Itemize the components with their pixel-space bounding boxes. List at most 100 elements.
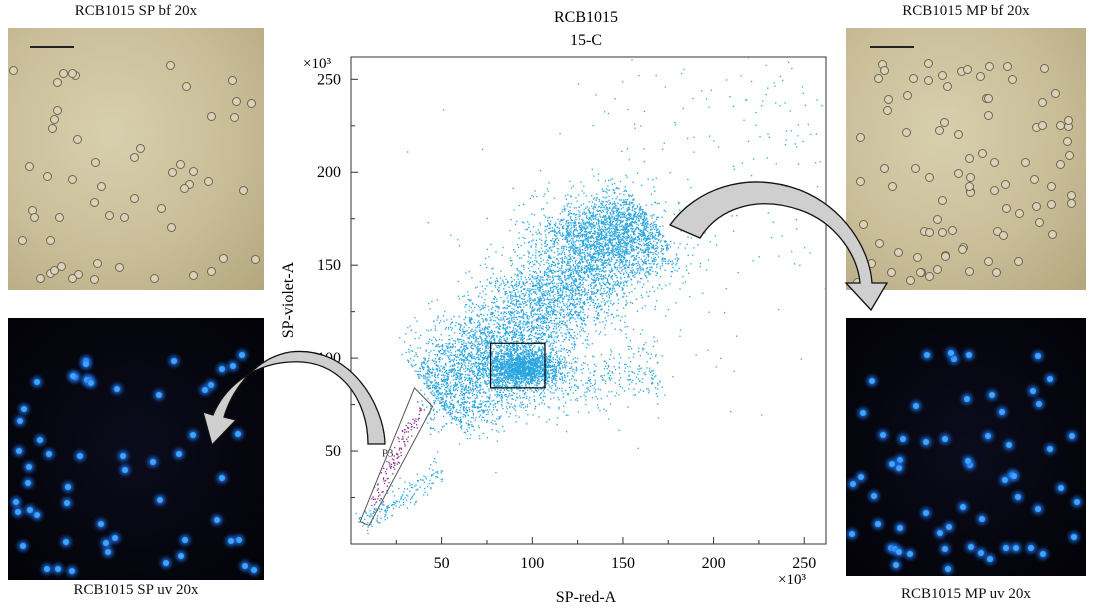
scatter-point — [492, 350, 494, 352]
scatter-point — [563, 302, 565, 305]
scatter-point — [428, 371, 431, 373]
scatter-point — [535, 252, 537, 254]
scatter-point — [435, 340, 437, 342]
scatter-point — [547, 322, 550, 324]
scatter-point — [590, 273, 592, 275]
scatter-point — [542, 349, 545, 351]
scatter-point — [554, 346, 557, 349]
scatter-point — [523, 306, 525, 308]
scatter-point — [449, 349, 451, 351]
scatter-point — [605, 216, 607, 218]
scatter-point — [549, 287, 551, 289]
scatter-point — [425, 349, 427, 351]
scatter-point — [459, 329, 461, 331]
scatter-point — [414, 338, 416, 340]
cell — [892, 546, 898, 552]
plot-frame — [350, 56, 827, 545]
scatter-point — [525, 324, 527, 326]
scatter-point — [560, 373, 562, 375]
scatter-point — [506, 338, 508, 340]
scatter-point — [489, 381, 491, 383]
scatter-point — [548, 360, 551, 363]
cell — [1011, 473, 1017, 479]
scatter-point — [485, 382, 487, 384]
scatter-point — [500, 270, 502, 272]
scatter-point — [488, 281, 491, 283]
scatter-point — [518, 365, 520, 368]
scatter-point — [513, 308, 515, 310]
scatter-point — [588, 207, 590, 209]
scatter-point — [459, 409, 461, 411]
scatter-point — [434, 353, 436, 356]
scatter-point — [483, 377, 485, 379]
scatter-point — [500, 296, 502, 299]
scatter-point — [657, 246, 659, 248]
cell — [896, 465, 902, 471]
scatter-point — [568, 372, 570, 374]
scatter-point — [566, 203, 568, 205]
scatter-point — [520, 365, 522, 368]
scatter-point — [559, 294, 561, 297]
scatter-point — [573, 331, 575, 334]
scatter-point — [516, 393, 518, 395]
scatter-point — [566, 329, 568, 331]
scatter-point — [640, 277, 642, 280]
scatter-point — [577, 240, 580, 242]
scatter-point — [626, 285, 628, 287]
scatter-point — [510, 301, 512, 303]
scatter-point — [614, 284, 616, 286]
scatter-point — [623, 282, 625, 284]
scatter-point — [586, 336, 588, 338]
scatter-point — [418, 370, 420, 372]
scatter-point — [498, 340, 500, 342]
scatter-point — [463, 331, 465, 333]
scatter-point — [471, 417, 473, 419]
scatter-point — [547, 372, 549, 374]
scatter-point — [523, 359, 526, 361]
scatter-point — [542, 304, 544, 306]
scatter-point — [446, 372, 448, 374]
scatter-point — [549, 365, 551, 367]
scatter-point — [481, 409, 483, 411]
scatter-point — [499, 377, 502, 379]
scatter-point — [447, 326, 450, 329]
scatter-point — [623, 242, 625, 244]
scatter-point — [528, 263, 530, 265]
scatter-point — [481, 395, 483, 398]
cell — [1002, 477, 1008, 483]
scatter-point — [505, 376, 508, 378]
scatter-point — [511, 300, 513, 302]
scatter-point — [541, 320, 543, 322]
scatter-point — [542, 291, 544, 293]
scatter-point — [566, 314, 568, 316]
scatter-point — [580, 326, 582, 328]
scatter-point — [508, 344, 511, 346]
scatter-point — [453, 363, 455, 365]
scatter-point — [465, 422, 467, 424]
scatter-point — [532, 307, 534, 309]
scatter-point — [458, 298, 461, 300]
scatter-point — [408, 361, 410, 363]
scatter-point — [465, 304, 467, 306]
scatter-point — [493, 333, 495, 335]
scatter-point — [512, 365, 514, 367]
scatter-point — [449, 323, 452, 325]
scatter-point — [554, 358, 557, 361]
scatter-point — [535, 249, 537, 251]
scatter-point — [459, 327, 461, 329]
scatter-point — [602, 293, 604, 295]
scatter-point — [481, 341, 483, 343]
scatter-point — [570, 296, 572, 298]
scatter-point — [555, 326, 557, 328]
scatter-point — [570, 203, 573, 205]
scatter-point — [659, 241, 662, 243]
scatter-point — [437, 393, 439, 395]
scatter-point — [511, 385, 513, 387]
scatter-point — [556, 389, 558, 391]
scatter-point — [523, 379, 525, 381]
cell — [889, 461, 895, 467]
cell — [235, 431, 241, 437]
cell — [239, 186, 248, 195]
scatter-point — [531, 265, 533, 268]
scatter-point — [608, 254, 610, 256]
